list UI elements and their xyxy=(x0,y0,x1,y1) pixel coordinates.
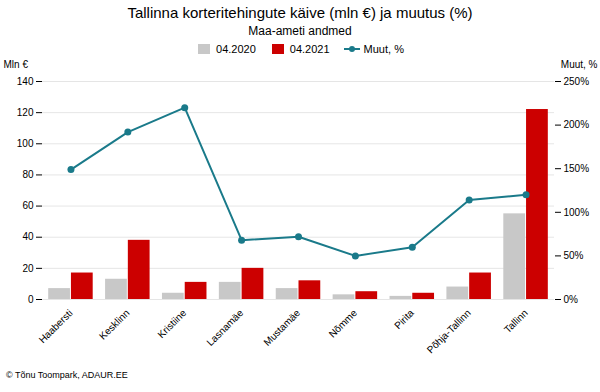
svg-text:Nõmme: Nõmme xyxy=(327,307,360,340)
svg-text:Lasnamäe: Lasnamäe xyxy=(204,307,245,348)
html-text:04.2020: 04.2020 xyxy=(216,43,256,55)
svg-text:Kristiine: Kristiine xyxy=(155,307,188,340)
svg-text:100: 100 xyxy=(17,138,34,149)
svg-text:150%: 150% xyxy=(564,163,590,174)
svg-text:80: 80 xyxy=(22,169,34,180)
svg-text:0%: 0% xyxy=(564,294,579,305)
svg-text:Tallinn: Tallinn xyxy=(502,307,530,335)
svg-text:Muut, %: Muut, % xyxy=(561,59,598,70)
html-text:Muut, %: Muut, % xyxy=(363,43,404,55)
svg-text:20: 20 xyxy=(22,263,34,274)
svg-text:Põhja-Tallinn: Põhja-Tallinn xyxy=(425,307,473,355)
svg-text:120: 120 xyxy=(17,107,34,118)
html-text:Tallinna korteritehingute käiv: Tallinna korteritehingute käive (mln €) … xyxy=(127,4,473,21)
html-text:Maa-ameti andmed: Maa-ameti andmed xyxy=(248,24,352,38)
svg-text:Haabersti: Haabersti xyxy=(37,307,75,345)
svg-text:Mustamäe: Mustamäe xyxy=(261,307,302,348)
svg-text:100%: 100% xyxy=(564,207,590,218)
svg-text:140: 140 xyxy=(17,76,34,87)
svg-text:60: 60 xyxy=(22,200,34,211)
svg-text:Kesklinn: Kesklinn xyxy=(97,307,132,342)
svg-text:250%: 250% xyxy=(564,76,590,87)
html-text:© Tõnu Toompark, ADAUR.EE: © Tõnu Toompark, ADAUR.EE xyxy=(6,370,128,380)
svg-text:Mln €: Mln € xyxy=(4,59,29,70)
svg-text:50%: 50% xyxy=(564,250,584,261)
svg-text:40: 40 xyxy=(22,231,34,242)
svg-text:0: 0 xyxy=(28,294,34,305)
html-text:04.2021: 04.2021 xyxy=(289,43,330,55)
svg-text:Pirita: Pirita xyxy=(392,307,416,331)
svg-text:200%: 200% xyxy=(564,119,590,130)
